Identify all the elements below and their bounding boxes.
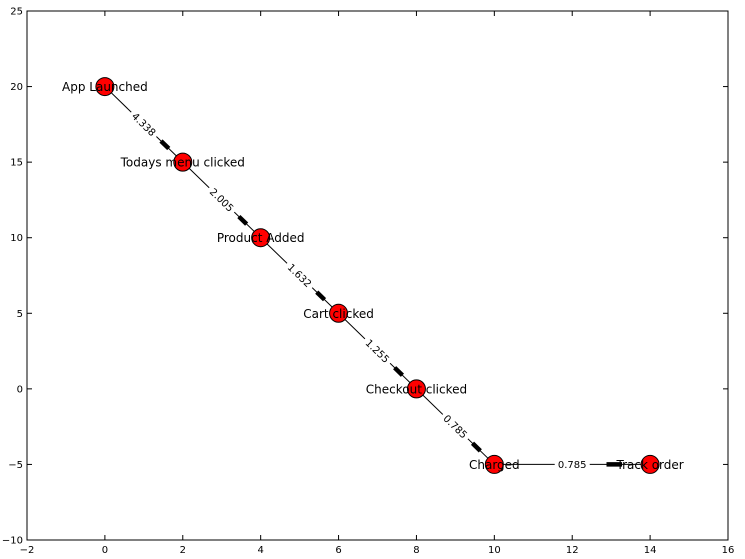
edge-arrow xyxy=(159,139,171,151)
x-tick-label: 2 xyxy=(180,545,186,556)
node-point xyxy=(484,454,504,474)
node-point xyxy=(173,152,193,172)
node-point xyxy=(95,77,115,97)
x-tick-label: 16 xyxy=(722,545,735,556)
x-tick-label: 8 xyxy=(413,545,419,556)
edge-weight-label-bg xyxy=(282,258,318,293)
edge-weight-label-bg xyxy=(126,107,162,142)
y-tick-label: 0 xyxy=(17,384,23,395)
y-tick-label: 15 xyxy=(10,158,23,169)
node-point xyxy=(329,303,349,323)
y-tick-label: 20 xyxy=(10,82,23,93)
node-label: Charged xyxy=(469,458,520,472)
y-tick-label: −10 xyxy=(2,536,23,547)
node-point xyxy=(406,379,426,399)
plot-area xyxy=(26,10,729,541)
y-tick-label: 25 xyxy=(10,7,23,18)
edge-arrow xyxy=(470,441,482,453)
node-label: Cart clicked xyxy=(303,307,374,321)
node-label: Todays menu clicked xyxy=(120,156,245,170)
edge-weight-label-bg xyxy=(360,333,395,369)
edge-arrow xyxy=(393,366,404,377)
edge-weight-label: 0.785 xyxy=(558,460,587,471)
edge-weight-label-bg xyxy=(204,182,240,218)
x-tick-label: 14 xyxy=(644,545,657,556)
x-tick-label: 10 xyxy=(488,545,501,556)
node-point xyxy=(640,454,660,474)
node-label: Product Added xyxy=(217,231,305,245)
x-tick-label: 4 xyxy=(257,545,263,556)
node-point xyxy=(251,228,271,248)
edge-weight-label-bg xyxy=(554,457,590,472)
edge-arrow xyxy=(315,290,327,302)
y-tick-label: 5 xyxy=(17,309,23,320)
x-tick-label: 12 xyxy=(566,545,579,556)
node-label: Track order xyxy=(616,458,684,472)
node-label: Checkout clicked xyxy=(366,382,467,396)
x-tick-label: 0 xyxy=(102,545,108,556)
y-tick-label: −5 xyxy=(8,460,23,471)
y-tick-label: 10 xyxy=(10,233,23,244)
x-tick-label: −2 xyxy=(20,545,35,556)
edge-arrow xyxy=(237,214,249,226)
x-tick-label: 6 xyxy=(335,545,341,556)
node-label: App Launched xyxy=(62,80,148,94)
edge-weight-label-bg xyxy=(437,409,473,444)
